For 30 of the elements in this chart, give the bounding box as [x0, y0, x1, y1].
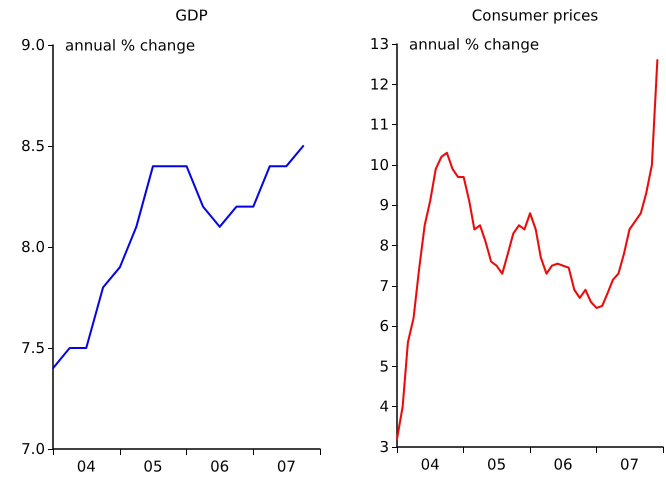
y-tick-label: 12 — [370, 75, 389, 94]
y-tick-label: 4 — [379, 398, 389, 416]
x-tick-label: 05 — [143, 458, 163, 476]
y-tick-label: 8 — [379, 236, 389, 254]
y-axis-title: annual % change — [65, 36, 196, 54]
y-tick-label: 3 — [379, 438, 389, 456]
chart-title: Consumer prices — [472, 6, 598, 24]
y-tick-label: 6 — [379, 317, 389, 336]
y-tick-label: 9 — [379, 196, 389, 214]
x-tick-label: 04 — [420, 456, 440, 474]
x-tick-label: 05 — [487, 456, 506, 474]
y-tick-label: 8.5 — [21, 137, 45, 155]
x-tick-label: 04 — [76, 458, 96, 476]
y-tick-label: 7 — [379, 276, 389, 295]
x-tick-label: 06 — [554, 456, 573, 474]
y-tick-label: 11 — [370, 116, 389, 134]
x-tick-label: 07 — [276, 458, 296, 476]
y-axis-title: annual % change — [409, 36, 540, 54]
x-tick-label: 06 — [210, 458, 230, 476]
line-series — [396, 59, 658, 440]
y-tick-label: 7.5 — [21, 339, 45, 357]
line-series — [52, 145, 304, 370]
x-tick-label: 07 — [620, 456, 640, 474]
y-tick-label: 7.0 — [21, 440, 45, 458]
y-tick-label: 10 — [370, 156, 389, 174]
y-tick-label: 9.0 — [21, 36, 45, 54]
y-tick-label: 5 — [379, 357, 389, 376]
y-tick-label: 8.0 — [21, 238, 45, 256]
y-tick-label: 13 — [370, 35, 389, 53]
chart-title: GDP — [175, 6, 208, 24]
